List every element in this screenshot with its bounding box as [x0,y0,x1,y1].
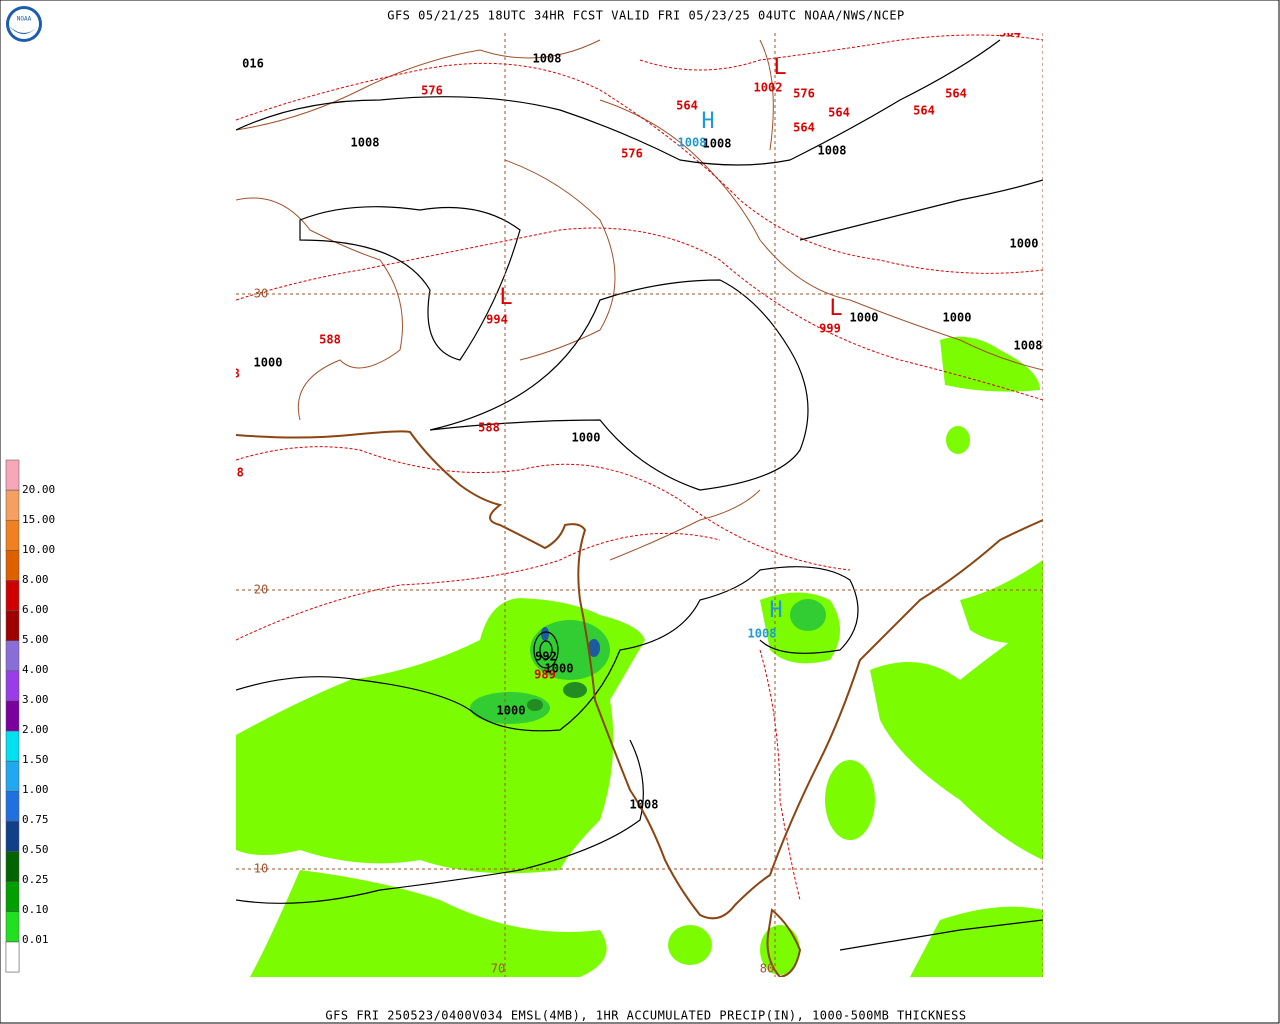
legend-label: 20.00 [22,483,55,496]
legend-swatch [5,640,20,672]
legend-label: 15.00 [22,513,55,526]
legend-swatch [5,760,20,792]
contour-label: 564 [676,99,698,113]
contour-label: L [829,296,842,321]
legend-label: 1.00 [22,783,49,796]
legend-label: 10.00 [22,543,55,556]
contour-label: 1008 [748,627,777,641]
legend-swatch [5,670,20,702]
contour-label: 588 [319,333,341,347]
legend-label: 0.10 [22,903,49,916]
legend-label: 0.01 [22,933,49,946]
contour-label: 1000 [850,311,879,325]
contour-label: 1008 [1014,339,1043,353]
legend-swatch [5,610,20,641]
pressure-isobars [236,39,1043,951]
contour-label: 588 [218,367,240,381]
contour-label: 989 [534,668,556,682]
contour-label: 576 [621,147,643,161]
contour-label: 564 [945,87,967,101]
legend-swatch [5,730,20,762]
precip [236,336,1043,977]
legend-swatch [5,519,20,551]
contour-label: 992 [535,650,557,664]
contour-label: 016 [242,57,264,71]
legend-swatch [5,941,20,973]
legend-label: 0.75 [22,813,49,826]
legend-label: 0.25 [22,873,49,886]
contour-label: 588 [478,421,500,435]
noaa-logo: NOAA [6,6,42,42]
contour-label: 564 [828,106,850,120]
contour-label: L [773,55,786,80]
contour-label: H [769,598,782,623]
legend-swatch [5,881,20,913]
contour-label: 1008 [703,137,732,151]
logo-text: NOAA [17,16,32,23]
legend-label: 0.50 [22,843,49,856]
graticule-labels: 30 20 10 70 80 [254,287,774,976]
contour-label: 1008 [533,52,562,66]
caption: GFS FRI 250523/0400V034 EMSL(4MB), 1HR A… [325,1009,966,1023]
legend-label: 6.00 [22,603,49,616]
contour-label: 999 [819,322,841,336]
legend-swatch [5,550,20,581]
coastline [236,430,1043,977]
contour-label: 564 [999,26,1021,40]
legend-swatch [5,821,20,852]
legend-swatch [5,700,20,732]
lon-label: 70 [491,962,505,976]
contour-label: 576 [793,87,815,101]
lat-label: 30 [254,287,268,301]
thickness-contours [236,34,1043,901]
contour-label: 1008 [818,144,847,158]
contour-label: 1000 [208,491,237,505]
contour-label: 564 [793,121,815,135]
contour-label: 1008 [678,136,707,150]
lat-label: 20 [254,583,268,597]
legend-swatch [5,791,20,822]
contour-label: 1000 [943,311,972,325]
contour-label: 564 [913,104,935,118]
legend-label: 5.00 [22,633,49,646]
legend-swatch [5,489,20,521]
legend-label: 3.00 [22,693,49,706]
lat-label: 10 [254,862,268,876]
title: GFS 05/21/25 18UTC 34HR FCST VALID FRI 0… [387,9,905,23]
legend-swatch [5,459,20,491]
contour-label: H [701,109,714,134]
contour-label: 576 [421,84,443,98]
legend-label: 8.00 [22,573,49,586]
contour-label: 994 [486,313,508,327]
contour-label: 588 [222,466,244,480]
graticule [236,33,1043,977]
legend-label: 2.00 [22,723,49,736]
contour-label: 1002 [754,81,783,95]
contour-label: 1000 [1010,237,1039,251]
contour-label: 1000 [572,431,601,445]
legend-swatch [5,851,20,882]
boundaries [236,39,1043,561]
contour-label: 1008 [630,798,659,812]
contour-label: 1000 [254,356,283,370]
contour-label: 1008 [351,136,380,150]
legend-swatch [5,911,20,943]
legend-label: 4.00 [22,663,49,676]
contour-label: 1000 [545,662,574,676]
legend: 20.00 15.00 10.00 8.00 6.00 5.00 4.00 3.00 2.00 1… [5,459,55,973]
contour-label: L [499,285,512,310]
lon-label: 80 [760,962,774,976]
contour-label: 1000 [497,704,526,718]
legend-label: 1.50 [22,753,49,766]
legend-swatch [5,580,20,611]
